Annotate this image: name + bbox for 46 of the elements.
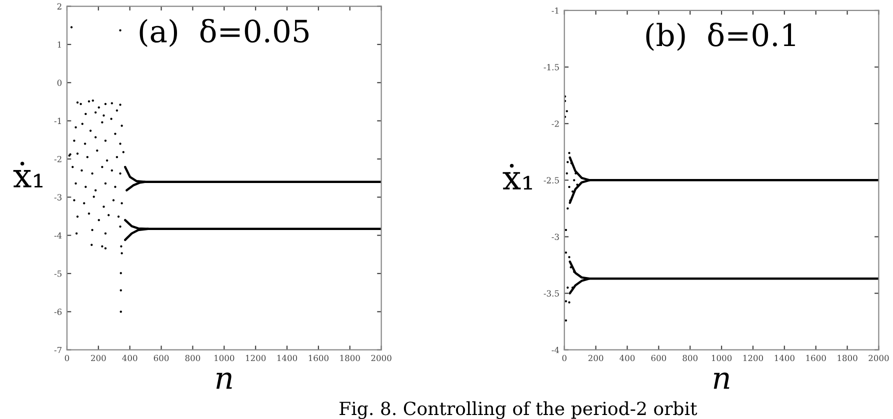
y-tick-label: 0 bbox=[57, 80, 62, 86]
y-tick-label: -5 bbox=[54, 270, 62, 277]
x-tick-label: 1200 bbox=[743, 354, 764, 362]
x-tick-label: 600 bbox=[651, 354, 666, 362]
x-tick-label: 800 bbox=[682, 354, 698, 362]
y-tick-label: -1 bbox=[552, 7, 558, 14]
x-tick-label: 0 bbox=[562, 354, 566, 362]
y-tick-label: -3.5 bbox=[544, 290, 559, 297]
y-tick-label: -2 bbox=[54, 156, 62, 162]
y-tick-label: 2 bbox=[57, 3, 62, 10]
x-tick-label: 2000 bbox=[868, 354, 889, 362]
y-tick-label: -1 bbox=[54, 118, 61, 124]
y-tick-label: 1 bbox=[58, 41, 61, 48]
x-tick-label: 400 bbox=[620, 354, 635, 362]
x-tick-label: 1800 bbox=[838, 354, 858, 362]
x-tick-label: 800 bbox=[185, 354, 200, 362]
x-tick-label: 200 bbox=[91, 354, 106, 362]
x-tick-label: 1600 bbox=[806, 354, 826, 362]
y-tick-label: -3 bbox=[54, 194, 62, 200]
y-tick-label: -2 bbox=[552, 120, 559, 127]
y-tick-label: -4 bbox=[54, 232, 62, 239]
y-tick-label: -3 bbox=[552, 234, 559, 240]
x-tick-label: 1400 bbox=[774, 354, 794, 362]
y-tick-label: -6 bbox=[54, 308, 62, 315]
x-tick-label: 2000 bbox=[371, 354, 392, 362]
x-tick-label: 1400 bbox=[277, 354, 298, 362]
x-tick-label: 200 bbox=[588, 354, 604, 362]
y-tick-label: -4 bbox=[552, 346, 560, 354]
x-axis-title: n bbox=[714, 372, 730, 389]
x-tick-label: 1600 bbox=[308, 354, 328, 362]
x-tick-label: 1800 bbox=[340, 354, 360, 362]
y-axis-title: ẋ₁ bbox=[13, 162, 42, 188]
annotation: (b) δ=0.1 bbox=[646, 22, 795, 51]
y-axis-title: ẋ₁ bbox=[502, 164, 532, 190]
x-axis-title: n bbox=[216, 372, 232, 389]
y-tick-label: -7 bbox=[54, 346, 62, 354]
x-tick-label: 600 bbox=[154, 354, 169, 362]
x-tick-label: 1200 bbox=[246, 354, 266, 362]
y-tick-label: -1.5 bbox=[544, 64, 559, 70]
x-tick-label: 1000 bbox=[214, 354, 234, 362]
x-tick-label: 0 bbox=[64, 354, 70, 362]
annotation: (a) δ=0.05 bbox=[140, 18, 309, 47]
x-tick-label: 400 bbox=[122, 354, 138, 362]
caption: Fig. 8. Controlling of the period-2 orbit bbox=[340, 401, 698, 419]
y-tick-label: -2.5 bbox=[544, 177, 559, 184]
x-tick-label: 1000 bbox=[712, 354, 732, 362]
